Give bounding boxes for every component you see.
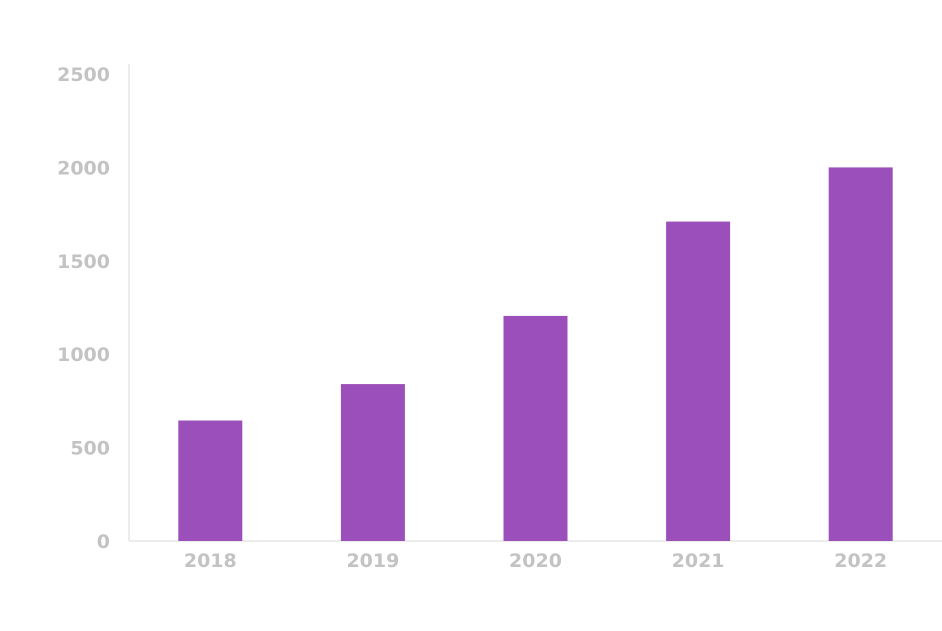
y-tick-label: 2500 [57,64,110,86]
y-tick-label: 1000 [57,344,110,366]
bar-2022 [828,167,893,541]
bar-2021 [666,221,731,541]
x-tick-labels: 2018 2019 2020 2021 2022 [184,550,887,572]
x-tick-label: 2021 [672,550,725,572]
y-tick-label: 1500 [57,251,110,273]
y-tick-labels: 0 500 1000 1500 2000 2500 [57,64,110,553]
x-tick-label: 2019 [346,550,399,572]
y-tick-label: 0 [97,531,110,553]
x-tick-label: 2022 [834,550,887,572]
bar-2020 [503,315,568,541]
bar-2019 [340,384,405,541]
y-tick-label: 2000 [57,157,110,179]
bar-2018 [178,420,243,541]
bars-group [178,167,893,541]
x-tick-label: 2018 [184,550,237,572]
plot-area: 0 500 1000 1500 2000 2500 2018 2019 2020 2021 202… [57,64,942,572]
x-tick-label: 2020 [509,550,562,572]
y-tick-label: 500 [70,438,110,460]
